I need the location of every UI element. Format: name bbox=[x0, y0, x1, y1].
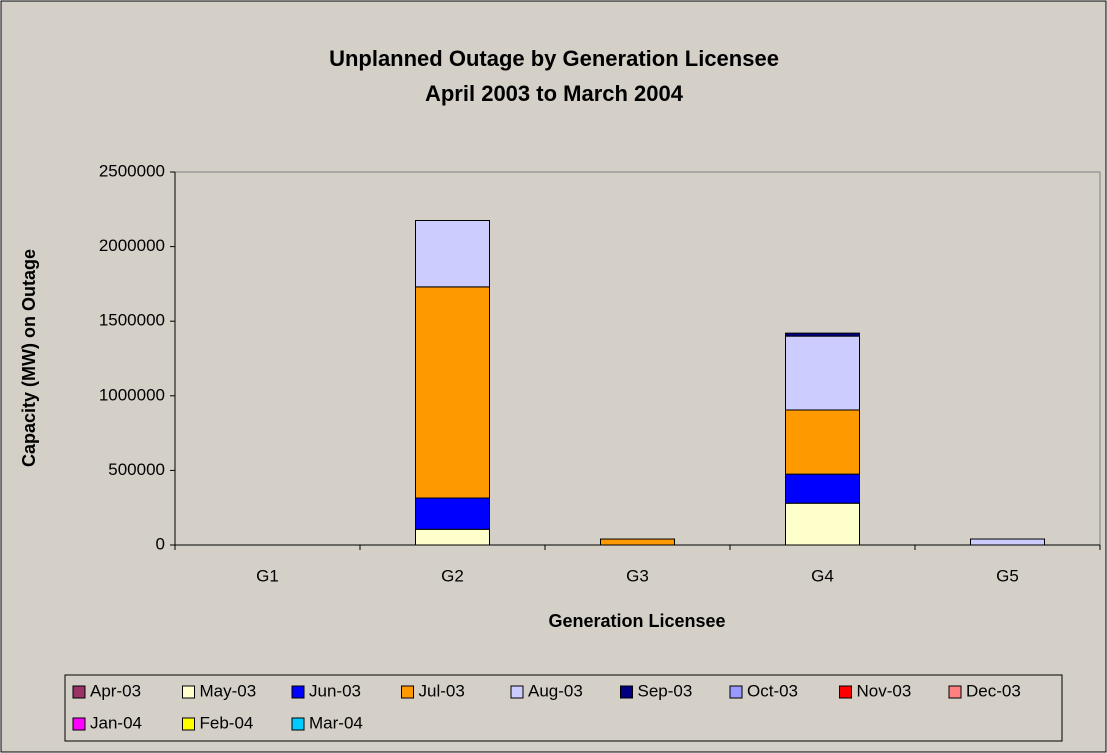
legend-label: May-03 bbox=[200, 681, 257, 700]
legend-swatch bbox=[620, 685, 633, 699]
legend-label: Aug-03 bbox=[528, 681, 583, 700]
bar-segment bbox=[415, 219, 490, 288]
y-tick-label: 1500000 bbox=[99, 311, 165, 330]
legend-label: Jul-03 bbox=[419, 681, 465, 700]
chart-subtitle: April 2003 to March 2004 bbox=[425, 81, 684, 106]
legend-label: Sep-03 bbox=[638, 681, 693, 700]
bar-segment bbox=[785, 502, 860, 546]
x-tick-label: G1 bbox=[256, 566, 279, 585]
legend-swatch bbox=[291, 717, 305, 731]
bar-segment bbox=[785, 409, 860, 475]
bar-segment bbox=[785, 473, 860, 504]
y-tick-label: 1000000 bbox=[99, 385, 165, 404]
legend-label: Mar-04 bbox=[309, 713, 363, 732]
y-tick-label: 0 bbox=[156, 534, 165, 553]
legend-swatch bbox=[839, 685, 852, 699]
plot-area bbox=[174, 171, 1101, 546]
bar-segment bbox=[415, 497, 490, 530]
y-tick-label: 500000 bbox=[108, 460, 165, 479]
bar-segment bbox=[785, 335, 860, 411]
y-tick-label: 2500000 bbox=[99, 161, 165, 180]
x-tick-label: G4 bbox=[811, 566, 834, 585]
bar-segment bbox=[970, 538, 1045, 546]
y-axis-title: Capacity (MW) on Outage bbox=[19, 249, 39, 467]
bar-segment bbox=[415, 286, 490, 499]
legend-swatch bbox=[72, 685, 86, 699]
x-axis-title: Generation Licensee bbox=[548, 611, 725, 631]
legend-label: Jun-03 bbox=[309, 681, 361, 700]
legend-swatch bbox=[948, 685, 962, 699]
legend-swatch bbox=[291, 685, 305, 699]
legend-label: Oct-03 bbox=[747, 681, 798, 700]
legend-box bbox=[64, 674, 1063, 742]
bar-segment bbox=[785, 332, 860, 337]
bar-segment bbox=[415, 528, 490, 546]
legend-label: Nov-03 bbox=[857, 681, 912, 700]
legend-label: Apr-03 bbox=[90, 681, 141, 700]
legend-label: Feb-04 bbox=[200, 713, 254, 732]
legend-swatch bbox=[182, 717, 195, 731]
chart-title: Unplanned Outage by Generation Licensee bbox=[329, 46, 779, 71]
legend-swatch bbox=[72, 717, 86, 731]
y-tick-label: 2000000 bbox=[99, 236, 165, 255]
legend-swatch bbox=[401, 685, 414, 699]
legend-label: Dec-03 bbox=[966, 681, 1021, 700]
legend-swatch bbox=[510, 685, 524, 699]
legend-swatch bbox=[182, 685, 195, 699]
x-tick-label: G5 bbox=[996, 566, 1019, 585]
bar-segment bbox=[600, 538, 675, 546]
legend-swatch bbox=[729, 685, 743, 699]
x-tick-label: G2 bbox=[441, 566, 464, 585]
legend-label: Jan-04 bbox=[90, 713, 142, 732]
x-tick-label: G3 bbox=[626, 566, 649, 585]
